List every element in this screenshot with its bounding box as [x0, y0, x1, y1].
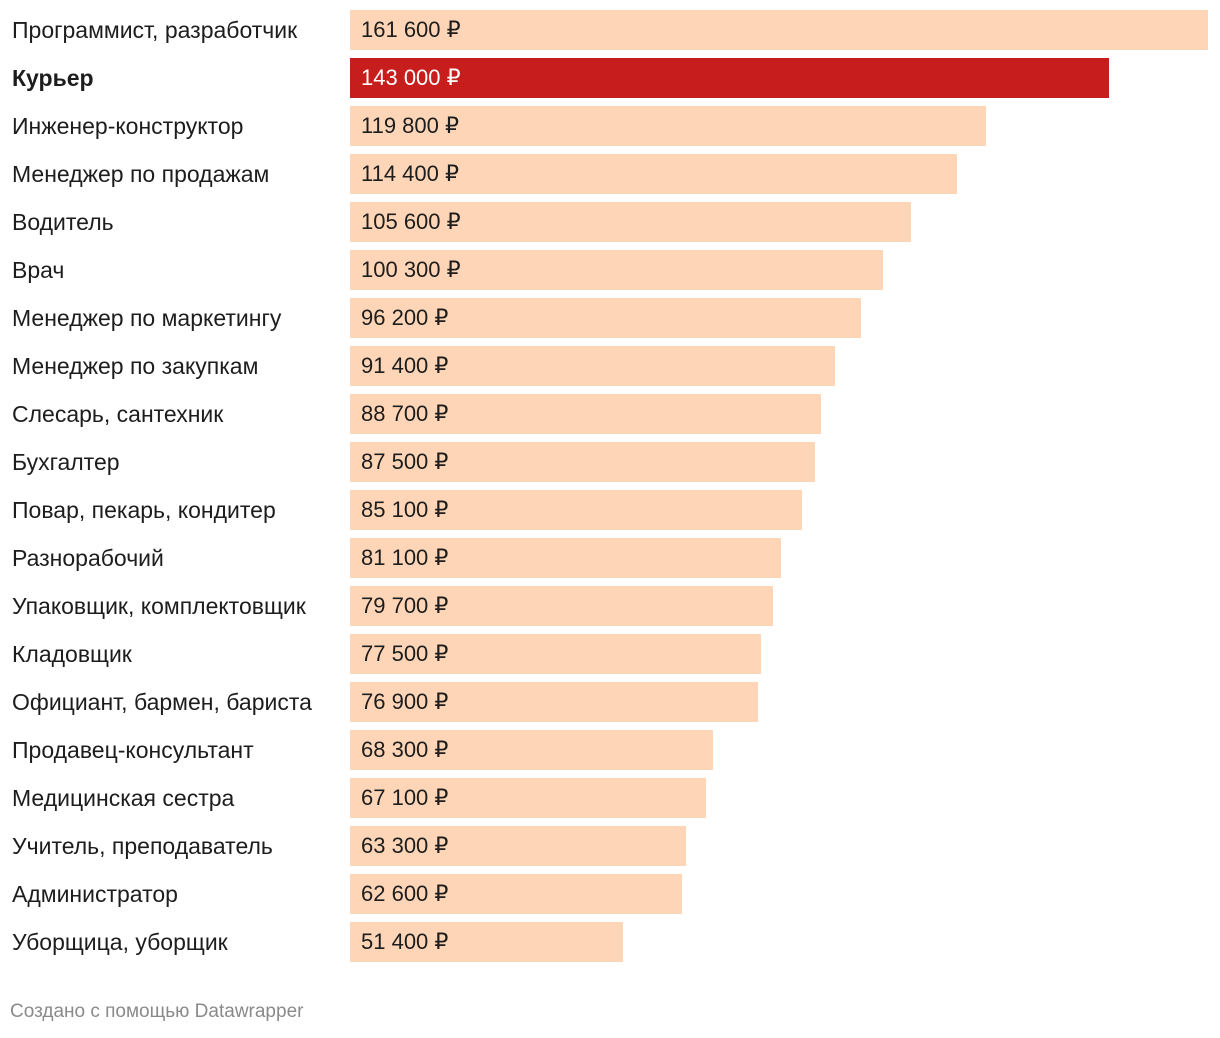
bar-row: Программист, разработчик 161 600 ₽ [0, 10, 1220, 50]
value-label: 91 400 ₽ [361, 353, 449, 378]
category-label: Инженер-конструктор [12, 113, 244, 139]
category-label: Администратор [12, 881, 178, 907]
value-label: 67 100 ₽ [361, 785, 449, 810]
value-label: 105 600 ₽ [361, 209, 461, 234]
value-label: 77 500 ₽ [361, 641, 449, 666]
bar [350, 58, 1109, 98]
bar [350, 586, 773, 626]
value-label: 79 700 ₽ [361, 593, 449, 618]
category-label: Программист, разработчик [12, 17, 298, 43]
bar-row: Врач 100 300 ₽ [0, 250, 1220, 290]
bar [350, 202, 911, 242]
value-label: 87 500 ₽ [361, 449, 449, 474]
value-label: 85 100 ₽ [361, 497, 449, 522]
category-label: Менеджер по маркетингу [12, 305, 282, 331]
value-label: 63 300 ₽ [361, 833, 449, 858]
bar [350, 394, 821, 434]
value-label: 51 400 ₽ [361, 929, 449, 954]
category-label: Медицинская сестра [12, 785, 235, 811]
category-label: Разнорабочий [12, 545, 164, 571]
category-label: Упаковщик, комплектовщик [12, 593, 306, 619]
category-label: Менеджер по продажам [12, 161, 270, 187]
category-label: Менеджер по закупкам [12, 353, 259, 379]
bar-row: Слесарь, сантехник 88 700 ₽ [0, 394, 1220, 434]
bar-row: Разнорабочий 81 100 ₽ [0, 538, 1220, 578]
bar [350, 346, 835, 386]
bar-row: Менеджер по маркетингу 96 200 ₽ [0, 298, 1220, 338]
value-label: 62 600 ₽ [361, 881, 449, 906]
bar-row: Учитель, преподаватель 63 300 ₽ [0, 826, 1220, 866]
value-label: 81 100 ₽ [361, 545, 449, 570]
bar [350, 826, 686, 866]
bar [350, 106, 986, 146]
bar [350, 634, 761, 674]
bar-chart: Программист, разработчик 161 600 ₽ Курьер 1… [0, 10, 1220, 962]
bar [350, 874, 682, 914]
category-label: Повар, пекарь, кондитер [12, 497, 276, 523]
category-label: Официант, бармен, бариста [12, 689, 312, 715]
category-label: Продавец-консультант [12, 737, 254, 763]
value-label: 143 000 ₽ [361, 65, 461, 90]
bar [350, 250, 883, 290]
bar [350, 538, 781, 578]
category-label: Курьер [12, 65, 94, 91]
value-label: 114 400 ₽ [361, 161, 460, 186]
bar-row: Бухгалтер 87 500 ₽ [0, 442, 1220, 482]
bar [350, 298, 861, 338]
bar [350, 490, 802, 530]
category-label: Учитель, преподаватель [12, 833, 273, 859]
bar-row: Инженер-конструктор 119 800 ₽ [0, 106, 1220, 146]
bar-row: Водитель 105 600 ₽ [0, 202, 1220, 242]
bar-row: Кладовщик 77 500 ₽ [0, 634, 1220, 674]
bar-row: Курьер 143 000 ₽ [0, 58, 1220, 98]
bar [350, 10, 1208, 50]
category-label: Слесарь, сантехник [12, 401, 224, 427]
bar [350, 922, 623, 962]
category-label: Кладовщик [12, 641, 132, 667]
footer-credit[interactable]: Создано с помощью Datawrapper [10, 1001, 304, 1022]
bar-row: Продавец-консультант 68 300 ₽ [0, 730, 1220, 770]
bar [350, 442, 815, 482]
bar-row: Уборщица, уборщик 51 400 ₽ [0, 922, 1220, 962]
bar-row: Менеджер по закупкам 91 400 ₽ [0, 346, 1220, 386]
bar-row: Администратор 62 600 ₽ [0, 874, 1220, 914]
value-label: 100 300 ₽ [361, 257, 461, 282]
value-label: 68 300 ₽ [361, 737, 449, 762]
bar [350, 778, 706, 818]
bar-row: Менеджер по продажам 114 400 ₽ [0, 154, 1220, 194]
category-label: Врач [12, 257, 65, 283]
bar [350, 730, 713, 770]
bar-row: Упаковщик, комплектовщик 79 700 ₽ [0, 586, 1220, 626]
category-label: Уборщица, уборщик [12, 929, 228, 955]
category-label: Бухгалтер [12, 449, 120, 475]
category-label: Водитель [12, 209, 114, 235]
value-label: 88 700 ₽ [361, 401, 449, 426]
bar [350, 682, 758, 722]
bar-row: Медицинская сестра 67 100 ₽ [0, 778, 1220, 818]
value-label: 76 900 ₽ [361, 689, 449, 714]
bar-row: Повар, пекарь, кондитер 85 100 ₽ [0, 490, 1220, 530]
value-label: 161 600 ₽ [361, 17, 461, 42]
bar [350, 154, 957, 194]
bar-row: Официант, бармен, бариста 76 900 ₽ [0, 682, 1220, 722]
value-label: 96 200 ₽ [361, 305, 449, 330]
value-label: 119 800 ₽ [361, 113, 460, 138]
